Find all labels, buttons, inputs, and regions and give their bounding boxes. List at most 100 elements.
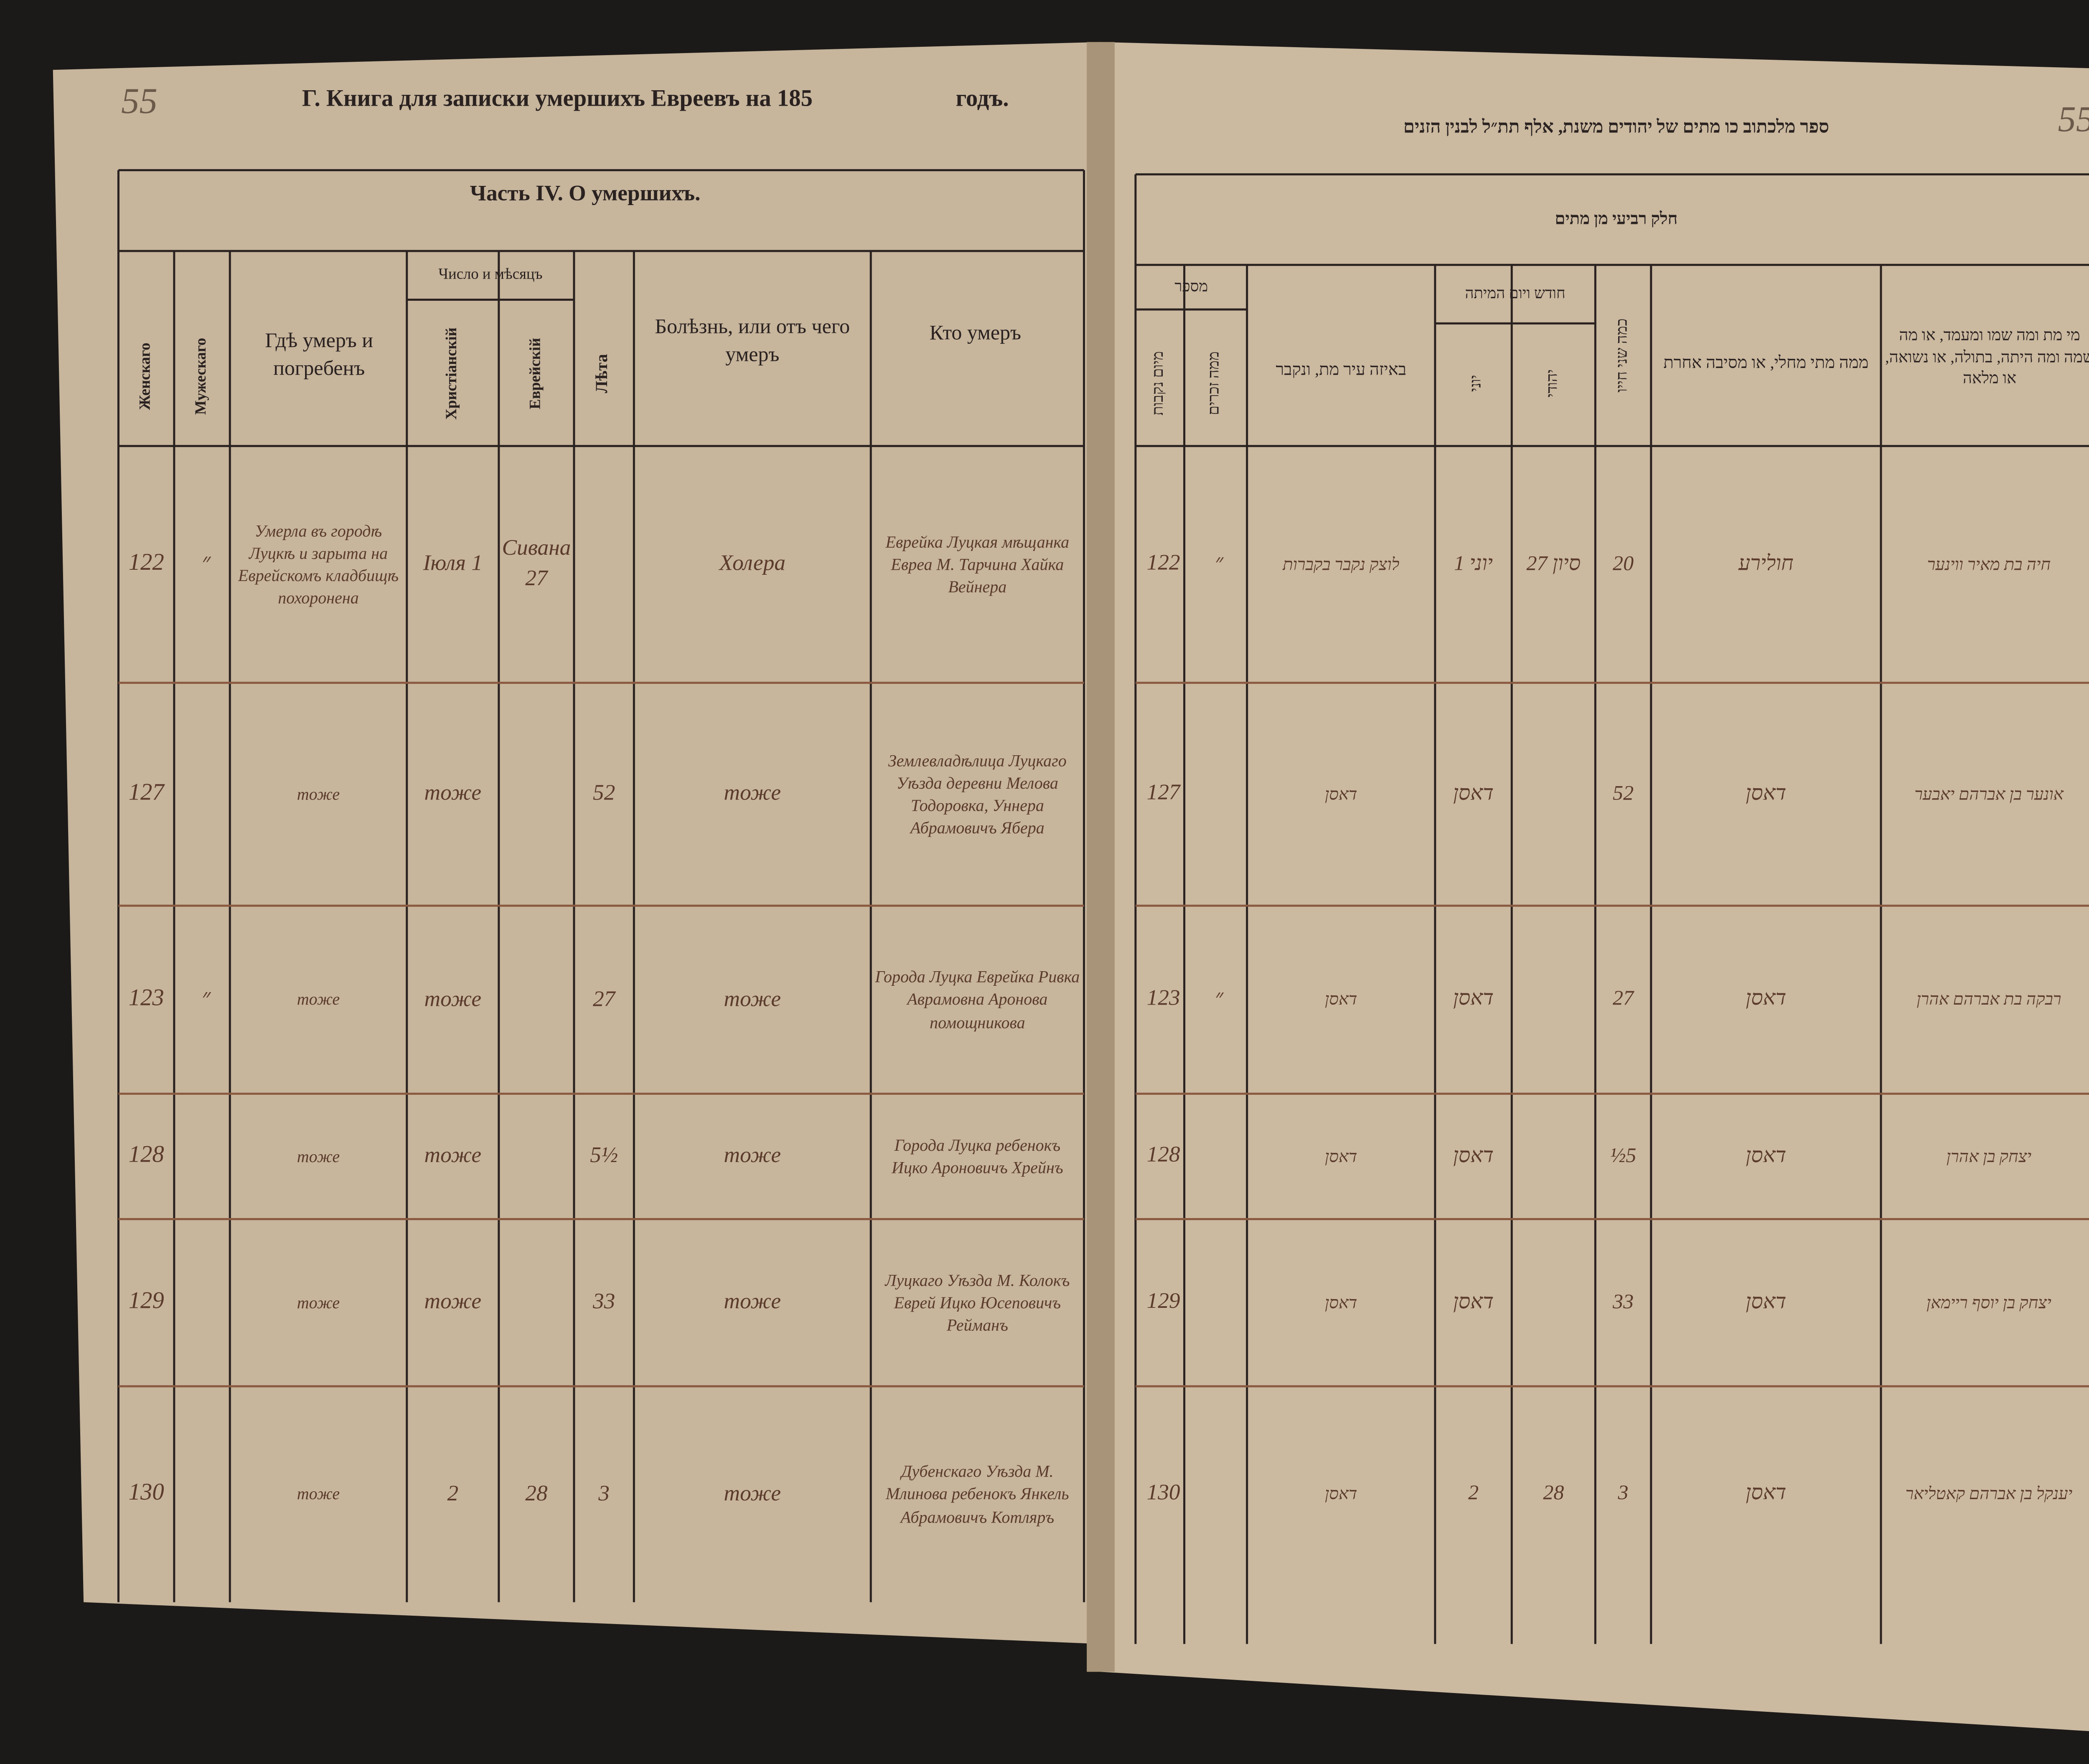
row-number: 123	[129, 984, 164, 1010]
row-place-box: דאסן	[1324, 1484, 1357, 1504]
row-place-box: тоже	[297, 784, 340, 804]
row-cause-box: тоже	[724, 1482, 781, 1506]
col-jewish: Еврейскій	[526, 338, 543, 409]
col-age: Лѣта	[592, 354, 611, 393]
col-cause: Болѣзнь, или отъ чего умеръ	[655, 316, 850, 367]
row-age: 3	[598, 1482, 610, 1506]
row-number: 122	[129, 549, 164, 575]
row-number: 128	[129, 1141, 164, 1167]
page-header: ספר מלכתוב כו מתים של יהודים משנת, אלף ת…	[1403, 117, 1829, 137]
page-header-end: годъ.	[956, 85, 1009, 112]
row-who: Еврейка Луцкая мѣщанка Евреа М. Тарчина …	[885, 532, 1070, 597]
row-cause-box: דאסן	[1746, 1291, 1787, 1314]
row-civil: דאסן	[1453, 1291, 1494, 1314]
row-who-box: אונער בן אברהם יאבער	[1914, 784, 2064, 804]
row-age: 33	[592, 1290, 615, 1314]
col-place-box: Гдѣ умеръ и погребенъ	[265, 330, 374, 381]
row-male: ״	[202, 984, 211, 1010]
row-place-box: לוצק נקבר בקברות	[1283, 555, 1399, 574]
row-number: 128	[1147, 1142, 1180, 1167]
row-place: דאסן	[1324, 1484, 1357, 1504]
row-who: יצחק בן יוסף ריימאן	[1926, 1292, 2051, 1312]
row-cause: דאסן	[1746, 1291, 1787, 1314]
row-who-box: Дубенскаго Уѣзда М. Млинова ребенокъ Янк…	[886, 1462, 1069, 1527]
row-age: 27	[1613, 988, 1634, 1011]
row-age: 52	[1613, 783, 1634, 805]
col-christian: Христіанскій	[442, 327, 460, 420]
row-place-box: тоже	[297, 1484, 340, 1504]
row-cause: דאסן	[1746, 1145, 1787, 1168]
row-who-box: Луцкаго Уѣзда М. Колокъ Еврей Ицко Юсепо…	[885, 1270, 1070, 1335]
row-number: 130	[129, 1479, 164, 1505]
row-who: חיה בת מאיר ווינער	[1927, 554, 2051, 574]
row-who-box: רבקה בת אברהם אהרן	[1916, 990, 2061, 1010]
row-jewish-box: 28	[1543, 1483, 1564, 1505]
row-place: тоже	[297, 1484, 340, 1504]
gutter	[1087, 42, 1115, 1672]
row-cause: тоже	[724, 1144, 781, 1168]
page-number: 55	[2058, 99, 2089, 139]
left-page	[53, 42, 1101, 1644]
row-male: ״	[1215, 549, 1224, 574]
row-jewish: 28	[1543, 1483, 1564, 1505]
row-place: דאסן	[1324, 1292, 1357, 1312]
col-place: Гдѣ умеръ и погребенъ	[265, 330, 374, 381]
row-who: Землевладѣлица Луцкаго Уѣзда деревни Мел…	[888, 750, 1067, 838]
row-jewish-box: Сивана 27	[503, 537, 570, 591]
row-who-box: Землевладѣлица Луцкаго Уѣзда деревни Мел…	[888, 750, 1067, 838]
row-cause-box: דאסן	[1746, 1145, 1787, 1168]
col-civil: יוני	[1466, 375, 1484, 392]
col-who-box: מי מת ומה שמו ומעמד, או מה שמה ומה היתה,…	[1885, 327, 2089, 388]
row-age: 3	[1618, 1483, 1629, 1505]
row-age-box: 33	[592, 1290, 615, 1314]
row-number: 123	[1147, 985, 1180, 1010]
row-cause-box: тоже	[724, 1144, 781, 1168]
row-number: 127	[129, 779, 165, 805]
row-civil: דאסן	[1453, 988, 1494, 1011]
row-jewish: סיון 27	[1526, 553, 1581, 576]
row-place-box: דאסן	[1325, 1147, 1357, 1166]
row-christian: тоже	[424, 1290, 482, 1314]
row-civil: 2	[1468, 1483, 1479, 1505]
row-who: Луцкаго Уѣзда М. Колокъ Еврей Ицко Юсепо…	[885, 1270, 1070, 1335]
col-place: באיזה עיר מת, ונקבר	[1276, 359, 1407, 379]
col-cause-box: ממה מתי מחלי, או מסיבה אחרת	[1663, 352, 1869, 372]
row-place: Умерла въ городѣ Луцкѣ и зарыта на Еврей…	[238, 520, 399, 608]
row-cause: חולירע	[1738, 553, 1794, 576]
row-cause-box: דאסן	[1746, 1483, 1786, 1505]
row-number: 127	[1147, 779, 1181, 805]
col-jewish: יהודי	[1543, 369, 1560, 397]
row-civil-box: 2	[1468, 1483, 1479, 1505]
row-christian: Іюля 1	[423, 552, 483, 576]
row-age-box: 27	[592, 987, 615, 1011]
row-who: יענקל בן אברהם קאטליאר	[1905, 1484, 2073, 1504]
row-cause: דאסן	[1746, 988, 1787, 1011]
row-cause-box: тоже	[724, 782, 781, 806]
col-male: Мужескаго	[192, 338, 209, 415]
row-number: 122	[1147, 549, 1180, 574]
row-who: Дубенскаго Уѣзда М. Млинова ребенокъ Янк…	[886, 1462, 1069, 1527]
col-date-group-box: חודש ויום המיתה	[1465, 285, 1565, 302]
row-who-box: יענקל בן אברהם קאטליאר	[1905, 1484, 2073, 1504]
row-age-box: 5½	[590, 1144, 618, 1168]
row-male: ״	[202, 549, 211, 575]
row-place: דאסן	[1324, 784, 1357, 804]
row-age-box: 5½	[1610, 1145, 1637, 1167]
row-age: 27	[592, 987, 615, 1011]
table-lines	[117, 169, 2089, 1644]
page-header: Г. Книга для записки умершихъ Евреевъ на…	[302, 85, 813, 112]
col-cause: ממה מתי מחלי, או מסיבה אחרת	[1663, 352, 1869, 372]
row-place-box: דאסן	[1325, 990, 1357, 1010]
row-cause: тоже	[724, 782, 781, 806]
row-place-box: тоже	[297, 1147, 340, 1166]
row-who: Города Луцка ребенокъ Ицко Ароновичъ Хре…	[892, 1135, 1063, 1178]
row-cause-box: тоже	[724, 1290, 781, 1314]
row-civil: יוני 1	[1454, 553, 1493, 576]
row-civil-box: דאסן	[1453, 783, 1494, 805]
row-who: רבקה בת אברהם אהרן	[1916, 990, 2061, 1010]
col-who: מי מת ומה שמו ומעמד, או מה שמה ומה היתה,…	[1885, 327, 2089, 388]
row-age-box: 3	[1618, 1483, 1629, 1505]
row-who-box: Города Луцка Еврейка Ривка Аврамовна Аро…	[875, 967, 1080, 1032]
row-christian: 2	[447, 1482, 459, 1506]
